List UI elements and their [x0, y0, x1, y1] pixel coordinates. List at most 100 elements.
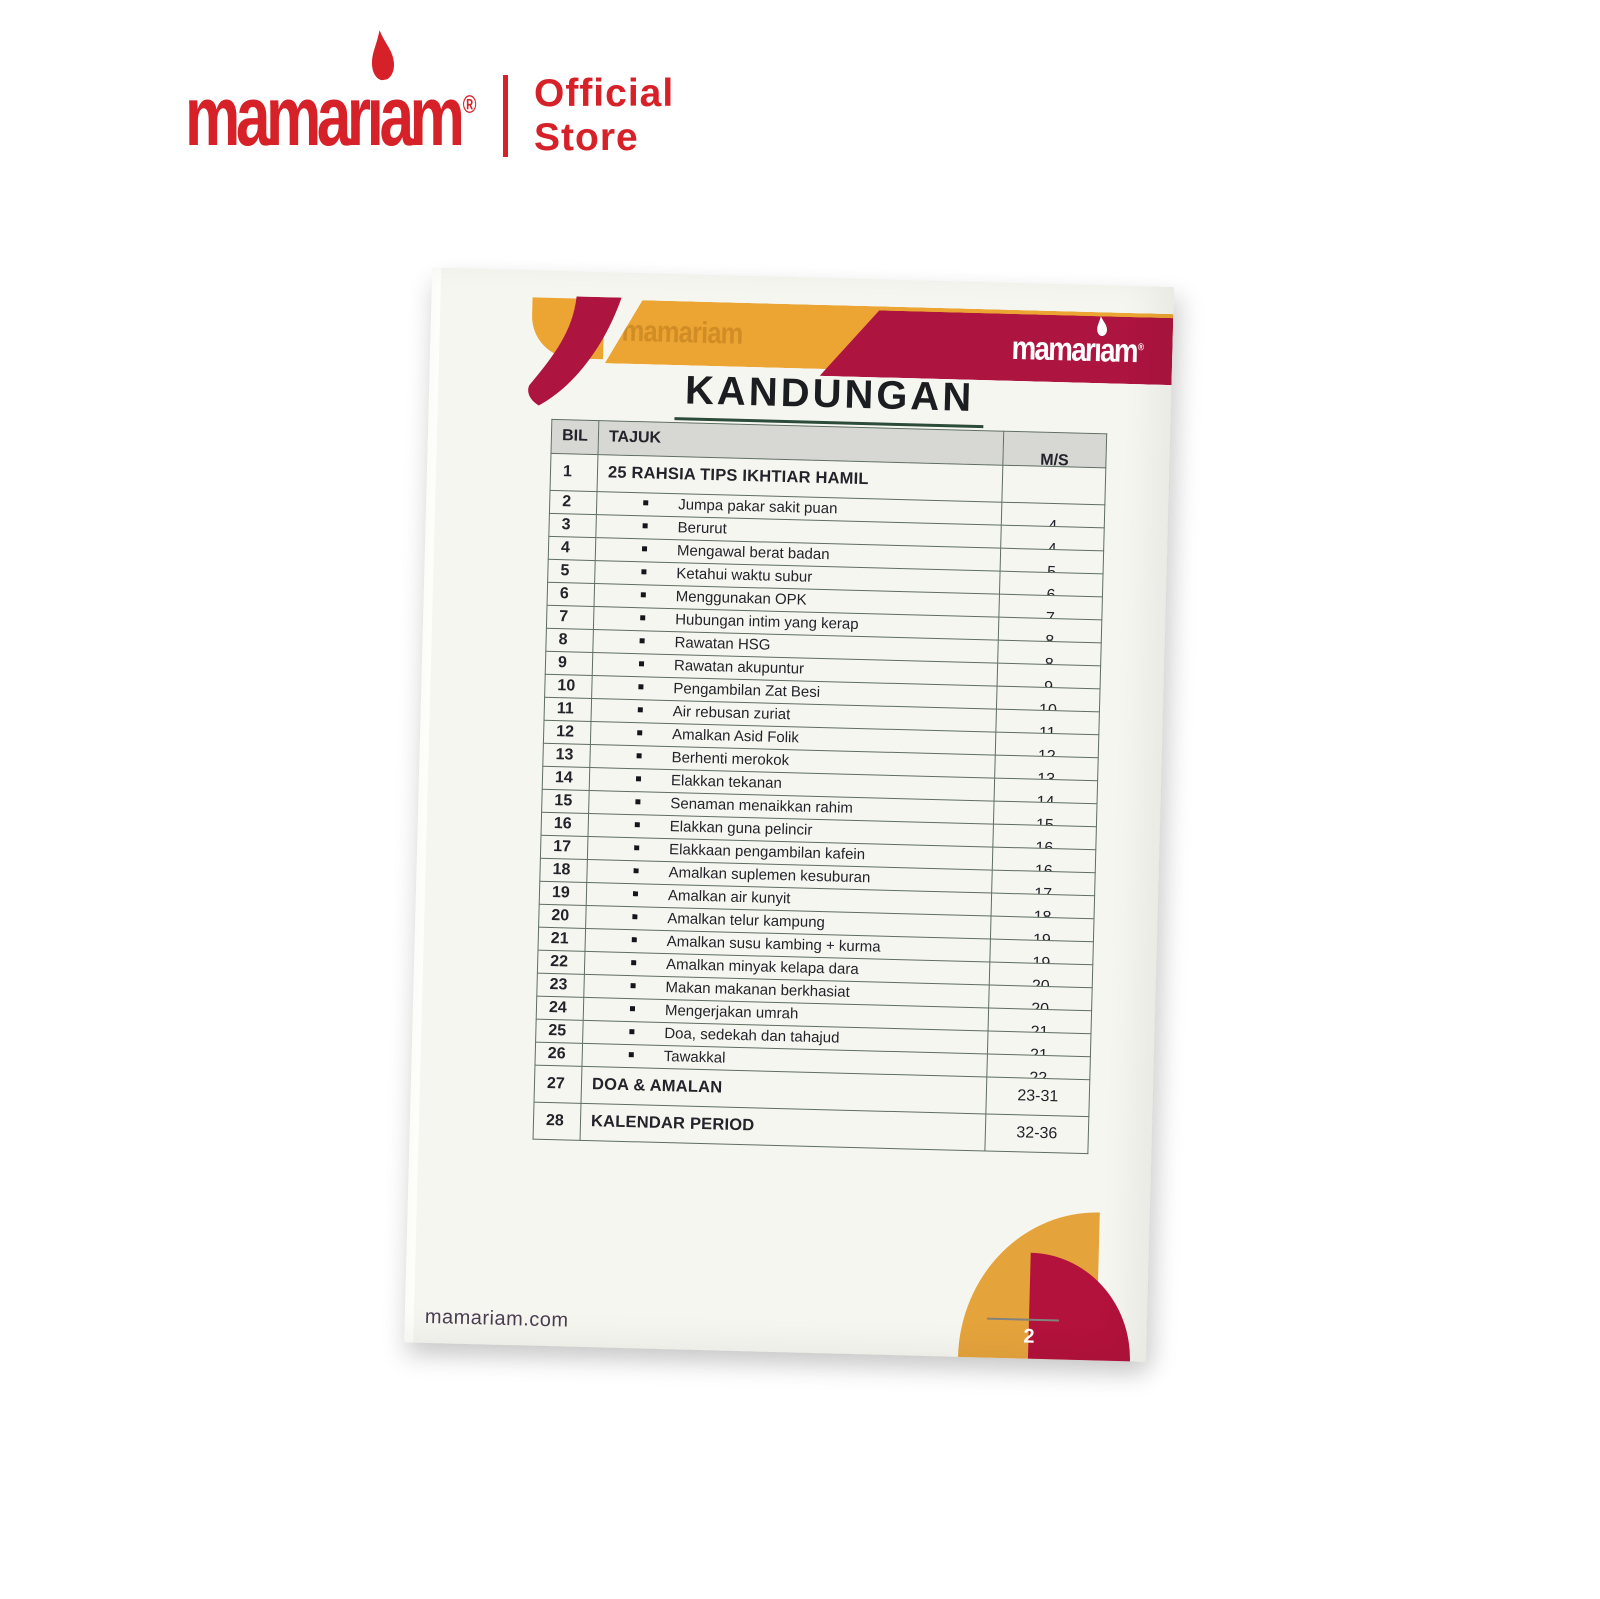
row-page: 16: [992, 824, 1097, 850]
bullet-icon: [634, 821, 640, 827]
row-title-label: 25 RAHSIA TIPS IKHTIAR HAMIL: [607, 463, 869, 489]
flame-icon: [371, 30, 394, 81]
page-number: 2: [1023, 1325, 1035, 1348]
footer-decor-red-quarter: [1027, 1252, 1133, 1362]
row-title-label: Berurut: [677, 518, 728, 538]
row-number: 24: [536, 996, 584, 1021]
row-number: 27: [534, 1065, 582, 1104]
bullet-icon: [635, 775, 642, 781]
brand-logo-part-pre: mamar: [185, 68, 371, 163]
row-page: 15: [993, 801, 1098, 827]
row-number: 18: [539, 858, 588, 883]
row-number: 2: [549, 490, 598, 515]
row-title-label: Menggunakan OPK: [675, 587, 807, 609]
row-page: 6: [999, 571, 1104, 597]
bullet-icon: [634, 844, 640, 850]
brand-logo: mamar ıam®: [185, 30, 485, 158]
row-page: 18: [991, 893, 1095, 919]
row-title-label: Mengerjakan umrah: [664, 1001, 799, 1023]
bullet-icon: [633, 867, 639, 873]
bullet-icon: [638, 683, 644, 689]
bullet-icon: [641, 568, 647, 574]
row-number: 6: [547, 582, 595, 607]
row-page: 10: [996, 686, 1101, 712]
row-title-label: Hubungan intim yang kerap: [674, 610, 859, 633]
page-title: KANDUNGAN: [674, 368, 985, 429]
header-swoosh-icon: [528, 296, 622, 406]
bullet-icon: [641, 545, 648, 551]
bullet-icon: [635, 798, 641, 804]
brand-logo-part-i: ı: [367, 30, 394, 158]
store-brand-header: mamar ıam® Official Store: [185, 30, 674, 159]
row-number: 11: [544, 697, 592, 722]
column-header-bil: BIL: [550, 419, 599, 455]
row-page: 22: [986, 1053, 1091, 1080]
bullet-icon: [636, 752, 642, 758]
row-page: 16: [992, 847, 1096, 873]
row-page: 12: [995, 732, 1099, 758]
row-number: 5: [547, 559, 596, 584]
row-number: 15: [541, 789, 590, 814]
row-title-label: Elakkaan pengambilan kafein: [668, 840, 866, 864]
bullet-icon: [632, 890, 639, 896]
row-page: 17: [991, 870, 1096, 896]
row-page: 20: [988, 985, 1093, 1011]
row-title-label: Pengambilan Zat Besi: [673, 679, 821, 701]
bullet-icon: [628, 1051, 634, 1057]
row-title-label: Elakkan guna pelincir: [669, 817, 813, 839]
row-number: 26: [534, 1042, 583, 1067]
column-header-ms: M/S: [1002, 431, 1107, 468]
row-number: 21: [537, 927, 586, 952]
row-page: 4: [1001, 502, 1105, 528]
bullet-icon: [643, 499, 649, 505]
band-logo: mamar ıam®: [1012, 331, 1145, 367]
booklet-page: mamariam mamar ıam® KANDUNGAN BIL TAJUK M…: [404, 267, 1175, 1362]
registered-mark: ®: [462, 91, 477, 120]
bullet-icon: [640, 591, 646, 597]
bullet-icon: [630, 982, 636, 988]
bullet-icon: [629, 1005, 636, 1011]
bullet-icon: [631, 959, 637, 965]
row-title-label: Amalkan telur kampung: [667, 909, 826, 931]
row-title-label: Rawatan akupuntur: [673, 656, 805, 678]
store-header-divider: [503, 74, 508, 157]
bullet-icon: [639, 637, 645, 643]
row-number: 23: [536, 973, 585, 998]
row-number: 16: [540, 812, 589, 837]
row-page: [1001, 465, 1106, 505]
row-title-label: Amalkan Asid Folik: [671, 725, 800, 747]
brand-logo-part-post: am: [379, 68, 465, 163]
row-page: 20: [989, 962, 1093, 988]
row-title-label: Berhenti merokok: [671, 748, 790, 769]
row-number: 25: [535, 1019, 584, 1044]
row-title-label: Rawatan HSG: [674, 633, 771, 654]
row-title-label: KALENDAR PERIOD: [590, 1112, 755, 1135]
row-page: 9: [997, 663, 1101, 689]
bullet-icon: [637, 706, 643, 712]
brand-logo-text: mamar ıam®: [185, 30, 477, 158]
header-red-panel: mamar ıam®: [820, 309, 1174, 385]
row-number: 17: [540, 835, 588, 860]
row-number: 28: [533, 1102, 581, 1141]
bullet-icon: [640, 614, 646, 620]
row-number: 20: [538, 904, 587, 929]
row-number: 10: [544, 674, 593, 699]
bullet-icon: [638, 660, 645, 666]
row-page: 11: [995, 709, 1100, 735]
bullet-icon: [637, 729, 643, 735]
row-page: 4: [1000, 525, 1105, 551]
row-page: 19: [990, 916, 1095, 942]
row-number: 4: [548, 536, 596, 561]
row-number: 14: [542, 766, 590, 791]
row-title-label: Senaman menaikkan rahim: [670, 794, 854, 817]
row-number: 8: [545, 628, 594, 653]
row-title-label: Mengawal berat badan: [676, 541, 830, 563]
row-title-label: Amalkan air kunyit: [667, 886, 791, 908]
row-page: 8: [997, 640, 1102, 666]
registered-mark: ®: [1138, 341, 1145, 353]
row-number: 19: [539, 881, 587, 906]
row-title-label: Jumpa pakar sakit puan: [677, 496, 838, 518]
row-page: 23-31: [985, 1076, 1090, 1117]
row-title-label: Tawakkal: [663, 1047, 726, 1067]
